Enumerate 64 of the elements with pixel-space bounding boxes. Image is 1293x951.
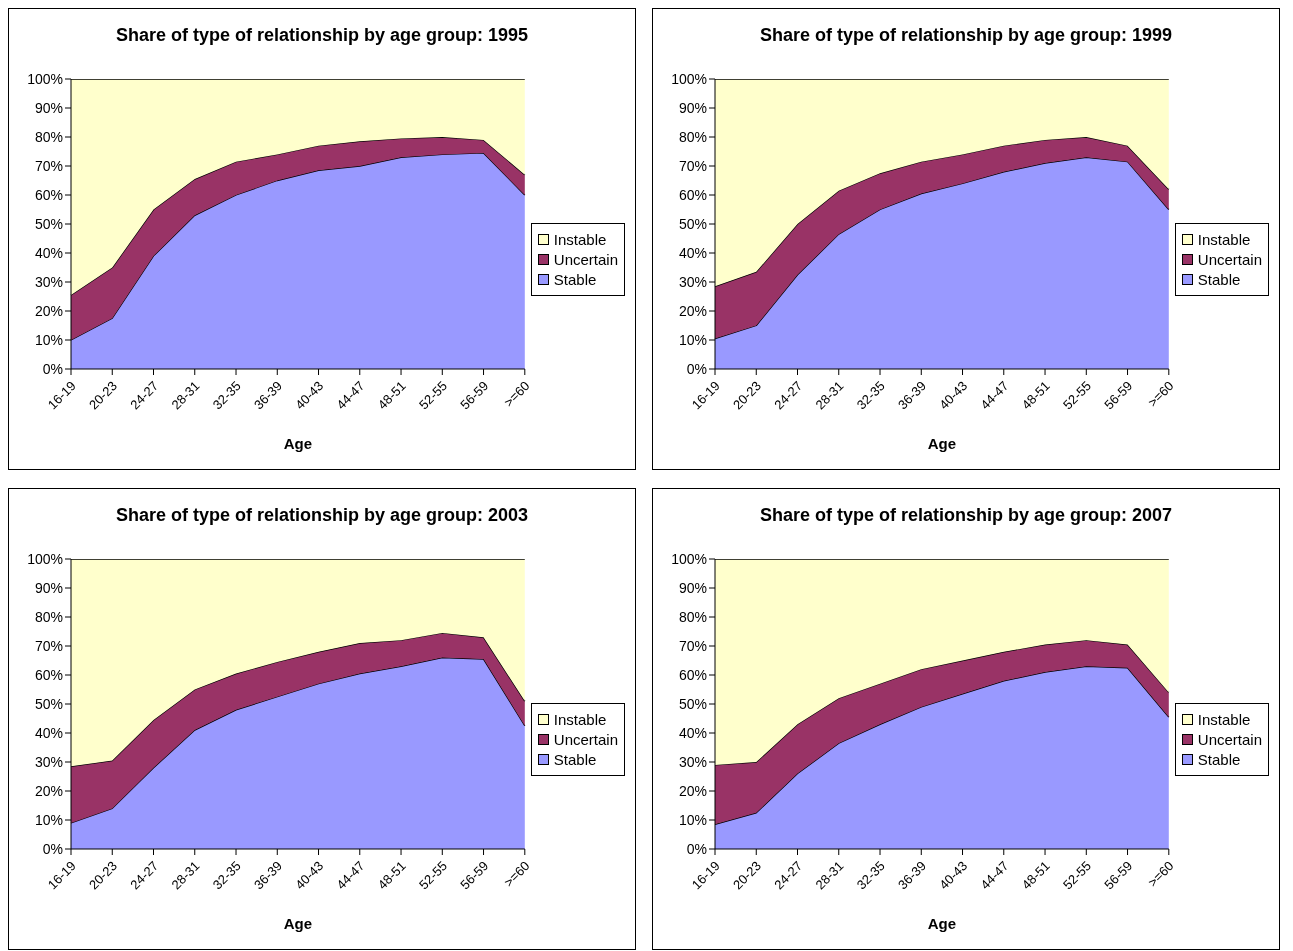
y-tick-label: 90% bbox=[34, 579, 63, 596]
y-tick-label: 90% bbox=[34, 99, 63, 116]
y-tick-label: 10% bbox=[678, 331, 707, 348]
legend-label: Stable bbox=[1197, 750, 1241, 768]
y-tick-label: 20% bbox=[678, 302, 707, 319]
y-tick-label: 30% bbox=[34, 753, 63, 770]
y-tick-label: 100% bbox=[671, 70, 707, 87]
y-tick-label: 80% bbox=[34, 128, 63, 145]
y-tick-label: 40% bbox=[34, 724, 63, 741]
y-tick-label: 70% bbox=[34, 637, 63, 654]
chart-title: Share of type of relationship by age group: 1999 bbox=[758, 24, 1174, 47]
y-tick-label: 20% bbox=[678, 782, 707, 799]
y-tick-label: 100% bbox=[27, 70, 63, 87]
y-tick-label: 50% bbox=[34, 215, 63, 232]
y-tick-label: 50% bbox=[678, 215, 707, 232]
y-tick-label: 50% bbox=[34, 695, 63, 712]
legend-label: Instable bbox=[1197, 230, 1251, 248]
y-tick-label: 0% bbox=[686, 840, 707, 857]
y-tick-label: 60% bbox=[34, 666, 63, 683]
legend-label: Instable bbox=[553, 230, 607, 248]
y-tick-label: 80% bbox=[678, 128, 707, 145]
y-tick-label: 60% bbox=[678, 666, 707, 683]
y-tick-label: 80% bbox=[34, 608, 63, 625]
y-tick-label: 40% bbox=[678, 244, 707, 261]
y-tick-label: 10% bbox=[34, 811, 63, 828]
y-tick-label: 70% bbox=[678, 637, 707, 654]
y-tick-label: 20% bbox=[34, 302, 63, 319]
legend-label: Stable bbox=[553, 270, 597, 288]
legend-label: Stable bbox=[1197, 270, 1241, 288]
y-tick-label: 30% bbox=[678, 753, 707, 770]
y-tick-label: 40% bbox=[678, 724, 707, 741]
y-tick-label: 10% bbox=[34, 331, 63, 348]
y-tick-label: 60% bbox=[678, 186, 707, 203]
y-tick-label: 0% bbox=[686, 360, 707, 377]
y-tick-label: 0% bbox=[42, 360, 63, 377]
legend-label: Uncertain bbox=[553, 250, 618, 268]
legend-label: Uncertain bbox=[553, 730, 618, 748]
chart-title: Share of type of relationship by age group: 2003 bbox=[114, 504, 530, 527]
y-tick-label: 80% bbox=[678, 608, 707, 625]
legend-label: Instable bbox=[1197, 710, 1251, 728]
y-tick-label: 30% bbox=[678, 273, 707, 290]
legend-label: Uncertain bbox=[1197, 730, 1262, 748]
x-axis-title: Age bbox=[283, 915, 313, 932]
y-tick-label: 100% bbox=[671, 550, 707, 567]
y-tick-label: 40% bbox=[34, 244, 63, 261]
y-tick-label: 100% bbox=[27, 550, 63, 567]
chart-title: Share of type of relationship by age group: 2007 bbox=[758, 504, 1174, 527]
x-axis-title: Age bbox=[927, 435, 957, 452]
y-tick-label: 90% bbox=[678, 579, 707, 596]
chart-title: Share of type of relationship by age group: 1995 bbox=[114, 24, 530, 47]
legend-label: Stable bbox=[553, 750, 597, 768]
x-axis-title: Age bbox=[927, 915, 957, 932]
y-tick-label: 0% bbox=[42, 840, 63, 857]
y-tick-label: 50% bbox=[678, 695, 707, 712]
y-tick-label: 20% bbox=[34, 782, 63, 799]
y-tick-label: 90% bbox=[678, 99, 707, 116]
x-axis-title: Age bbox=[283, 435, 313, 452]
y-tick-label: 10% bbox=[678, 811, 707, 828]
legend-label: Uncertain bbox=[1197, 250, 1262, 268]
y-tick-label: 30% bbox=[34, 273, 63, 290]
y-tick-label: 70% bbox=[678, 157, 707, 174]
legend-label: Instable bbox=[553, 710, 607, 728]
y-tick-label: 60% bbox=[34, 186, 63, 203]
y-tick-label: 70% bbox=[34, 157, 63, 174]
